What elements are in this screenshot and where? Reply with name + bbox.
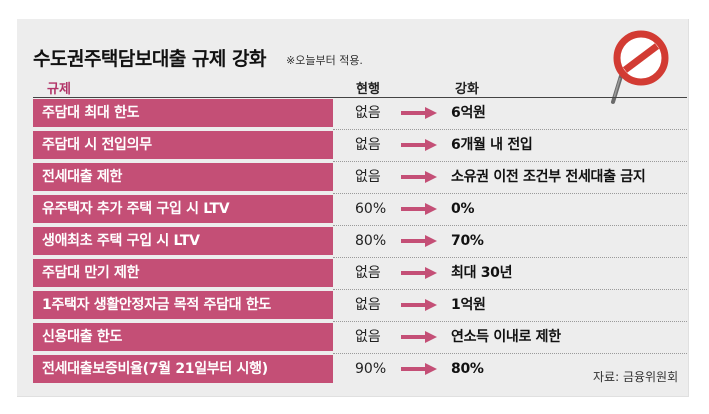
header-current: 현행 bbox=[356, 82, 380, 97]
row-label: 1주택자 생활안정자금 목적 주담대 한도 bbox=[33, 291, 333, 319]
page-title: 수도권주택담보대출 규제 강화 bbox=[33, 48, 266, 70]
row-current: 90% bbox=[355, 361, 387, 377]
row-label: 유주택자 추가 주택 구입 시 LTV bbox=[33, 195, 333, 223]
table-row: 생애최초 주택 구입 시 LTV 80% 70% bbox=[33, 227, 687, 255]
row-current: 없음 bbox=[355, 169, 381, 185]
row-label: 주담대 만기 제한 bbox=[33, 259, 333, 287]
title-note: ※오늘부터 적용. bbox=[286, 54, 363, 67]
row-current: 없음 bbox=[355, 265, 381, 281]
row-divider bbox=[333, 161, 687, 162]
row-divider bbox=[333, 257, 687, 258]
row-label: 주담대 시 전입의무 bbox=[33, 131, 333, 159]
table-row: 주담대 시 전입의무 없음 6개월 내 전입 bbox=[33, 131, 687, 159]
row-new: 6개월 내 전입 bbox=[451, 137, 533, 153]
row-divider bbox=[333, 225, 687, 226]
source-credit: 자료: 금융위원회 bbox=[593, 370, 679, 384]
table-row: 1주택자 생활안정자금 목적 주담대 한도 없음 1억원 bbox=[33, 291, 687, 319]
row-divider bbox=[333, 321, 687, 322]
row-current: 없음 bbox=[355, 105, 381, 121]
row-new: 최대 30년 bbox=[451, 265, 513, 281]
row-label: 전세대출 제한 bbox=[33, 163, 333, 191]
row-current: 60% bbox=[355, 201, 387, 217]
row-new: 70% bbox=[451, 233, 484, 249]
row-divider bbox=[333, 289, 687, 290]
row-divider bbox=[333, 193, 687, 194]
row-divider bbox=[333, 353, 687, 354]
row-current: 없음 bbox=[355, 329, 381, 345]
row-current: 없음 bbox=[355, 137, 381, 153]
right-arrow-icon bbox=[401, 363, 437, 375]
right-arrow-icon bbox=[401, 139, 437, 151]
row-new: 1억원 bbox=[451, 297, 486, 313]
right-arrow-icon bbox=[401, 235, 437, 247]
table-row: 주담대 만기 제한 없음 최대 30년 bbox=[33, 259, 687, 287]
right-arrow-icon bbox=[401, 267, 437, 279]
row-label: 신용대출 한도 bbox=[33, 323, 333, 351]
row-current: 없음 bbox=[355, 297, 381, 313]
right-arrow-icon bbox=[401, 203, 437, 215]
row-new: 연소득 이내로 제한 bbox=[451, 329, 561, 345]
table-row: 전세대출 제한 없음 소유권 이전 조건부 전세대출 금지 bbox=[33, 163, 687, 191]
row-divider bbox=[333, 129, 687, 130]
table-row: 주담대 최대 한도 없음 6억원 bbox=[33, 99, 687, 127]
header-strengthened: 강화 bbox=[455, 82, 479, 97]
row-current: 80% bbox=[355, 233, 387, 249]
table-row: 유주택자 추가 주택 구입 시 LTV 60% 0% bbox=[33, 195, 687, 223]
row-new: 소유권 이전 조건부 전세대출 금지 bbox=[451, 169, 646, 185]
row-label: 주담대 최대 한도 bbox=[33, 99, 333, 127]
right-arrow-icon bbox=[401, 107, 437, 119]
table-row: 전세대출보증비율(7월 21일부터 시행) 90% 80% bbox=[33, 355, 687, 383]
row-label: 전세대출보증비율(7월 21일부터 시행) bbox=[33, 355, 333, 383]
header-regulation: 규제 bbox=[47, 82, 71, 97]
row-new: 0% bbox=[451, 201, 475, 217]
no-entry-sign-icon bbox=[611, 30, 669, 104]
header-divider bbox=[33, 97, 687, 98]
right-arrow-icon bbox=[401, 299, 437, 311]
right-arrow-icon bbox=[401, 171, 437, 183]
table-row: 신용대출 한도 없음 연소득 이내로 제한 bbox=[33, 323, 687, 351]
row-label: 생애최초 주택 구입 시 LTV bbox=[33, 227, 333, 255]
right-arrow-icon bbox=[401, 331, 437, 343]
row-new: 6억원 bbox=[451, 105, 486, 121]
row-new: 80% bbox=[451, 361, 484, 377]
